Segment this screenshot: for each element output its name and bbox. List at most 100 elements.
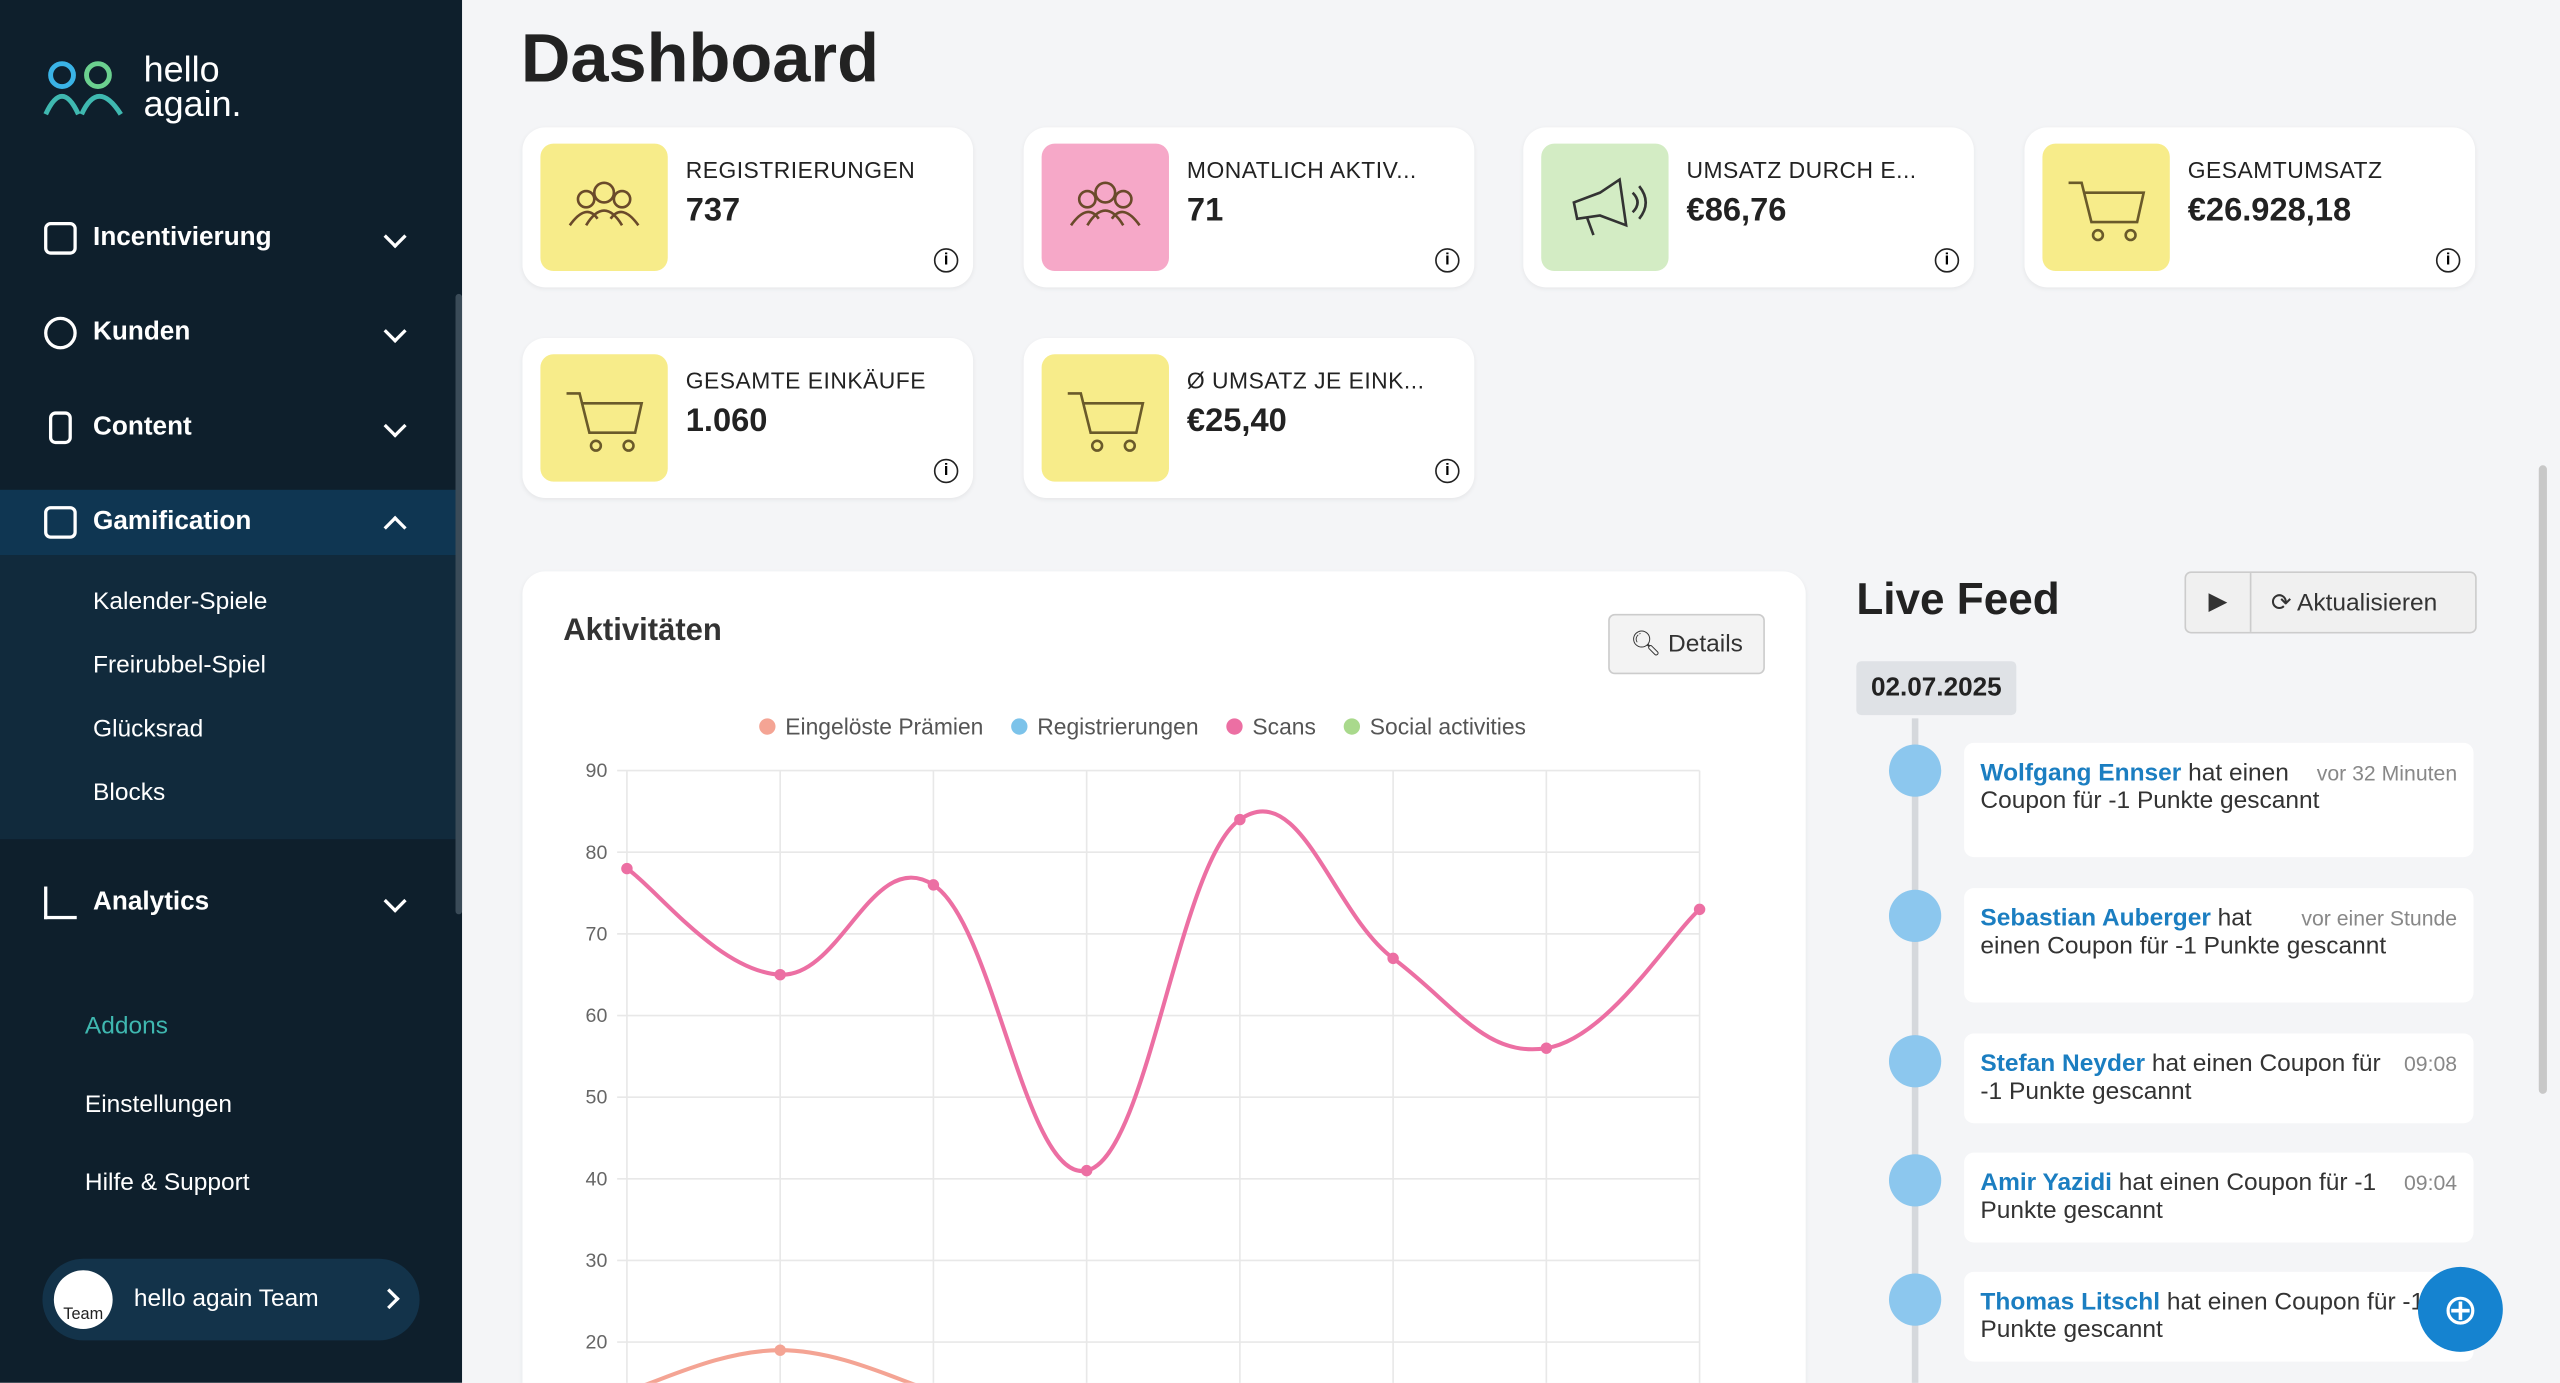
kpi-icon: [1041, 354, 1169, 482]
y-tick-label: 70: [586, 923, 608, 945]
feed-dot: [1888, 1154, 1942, 1207]
feed-text: hat einen Coupon für -1 Punkte gescannt: [1980, 759, 2320, 815]
legend-label: Scans: [1252, 714, 1316, 740]
legend-label: Eingelöste Prämien: [785, 714, 983, 740]
user-name: hello again Team: [133, 1284, 319, 1313]
settings-link[interactable]: Einstellungen: [84, 1090, 232, 1119]
feed-time: vor einer Stunde: [2301, 906, 2458, 931]
data-point: [1693, 903, 1706, 916]
legend-dot: [1343, 718, 1361, 735]
kpi-value: €26.928,18: [2187, 192, 2352, 229]
kpi-label: REGISTRIERUNGEN: [685, 156, 916, 183]
feed-dot: [1888, 744, 1942, 797]
feed-dot: [1888, 1035, 1942, 1088]
y-tick-label: 40: [586, 1168, 608, 1190]
submenu-item[interactable]: Blocks: [93, 778, 166, 807]
feed-dot: [1888, 889, 1942, 943]
help-link[interactable]: Hilfe & Support: [84, 1168, 250, 1197]
feed-name[interactable]: Amir Yazidi: [1980, 1168, 2112, 1197]
feed-text: hat einen Coupon für -1 Punkte gescannt: [1980, 1049, 2381, 1106]
feed-name[interactable]: Stefan Neyder: [1980, 1049, 2146, 1078]
nav-item[interactable]: Content: [0, 395, 456, 460]
kpi-value: 737: [685, 192, 741, 229]
feed-name[interactable]: Sebastian Auberger: [1980, 904, 2211, 933]
page-title: Dashboard: [520, 19, 879, 97]
addons-link[interactable]: Addons: [84, 1012, 168, 1040]
y-tick-label: 30: [586, 1250, 608, 1272]
kpi-value: €25,40: [1186, 403, 1287, 440]
data-point: [1080, 1164, 1093, 1177]
info-icon[interactable]: i: [2435, 248, 2461, 273]
feed-title: Live Feed: [1856, 574, 2060, 624]
feed-time: 09:04: [2404, 1170, 2458, 1196]
info-icon[interactable]: i: [1934, 248, 1960, 273]
legend-label: Registrierungen: [1037, 714, 1198, 740]
sidebar: hello again. Incentivierung Kunden Conten…: [0, 0, 463, 1383]
feed-text: hat einen Coupon für -1 Punkte gescannt: [1980, 904, 2387, 960]
feed-item: 09:08 Stefan Neyder hat einen Coupon für …: [1964, 1033, 2474, 1124]
data-point: [774, 968, 786, 981]
help-fab[interactable]: ⊕: [2417, 1266, 2503, 1352]
kpi-label: UMSATZ DURCH E...: [1686, 156, 1917, 183]
series-line: [625, 809, 1701, 1173]
kpi-value: 71: [1186, 192, 1224, 229]
data-point: [927, 879, 940, 891]
submenu-item[interactable]: Glücksrad: [93, 715, 204, 743]
kpi-value: 1.060: [685, 403, 768, 440]
y-tick-label: 60: [586, 1005, 608, 1027]
kpi-icon: [2042, 143, 2170, 272]
data-point: [774, 1344, 786, 1356]
kpi-icon: [1041, 143, 1169, 272]
feed-time: vor 32 Minuten: [2316, 760, 2458, 786]
feed-time: 09:08: [2404, 1051, 2458, 1076]
details-label: Details: [1668, 630, 1743, 658]
y-tick-label: 90: [586, 760, 608, 782]
avatar: Team: [53, 1270, 113, 1329]
chart-title: Aktivitäten: [563, 613, 722, 649]
submenu-item[interactable]: Kalender-Spiele: [93, 587, 268, 616]
legend-dot: [1011, 718, 1028, 735]
info-icon[interactable]: i: [933, 458, 959, 484]
submenu: [0, 555, 456, 840]
nav-item[interactable]: Kunden: [0, 300, 456, 365]
logo-text: hello again.: [143, 48, 242, 121]
chart-card: Aktivitäten 🔍︎ Details 20 30 40 50 60 70 80 90 E…: [522, 571, 1806, 1383]
kpi-card: UMSATZ DURCH E... €86,76 i: [1523, 127, 1974, 288]
kpi-card: GESAMTE EINKÄUFE 1.060 i: [522, 337, 974, 498]
feed-item: vor 32 Minuten Wolfgang Ennser hat einen …: [1964, 742, 2474, 858]
kpi-card: Ø UMSATZ JE EINK... €25,40 i: [1023, 337, 1475, 498]
feed-item: 09:04 Amir Yazidi hat einen Coupon für -1…: [1964, 1152, 2474, 1243]
submenu-item[interactable]: Freirubbel-Spiel: [93, 651, 266, 680]
nav-label: Kunden: [93, 318, 191, 347]
feed-controls: ▶ ⟳ Aktualisieren: [2184, 571, 2477, 634]
info-icon[interactable]: i: [933, 248, 959, 273]
feed-name[interactable]: Wolfgang Ennser: [1980, 759, 2182, 787]
info-icon[interactable]: i: [1435, 248, 1460, 273]
feed-dot: [1888, 1273, 1942, 1326]
logo-line: hello: [143, 48, 220, 90]
legend-dot: [759, 718, 776, 735]
legend-label: Social activities: [1370, 714, 1526, 740]
nav-label: Content: [93, 413, 192, 441]
user-button[interactable]: Team hello again Team: [42, 1258, 420, 1341]
info-icon[interactable]: i: [1435, 458, 1460, 484]
refresh-button[interactable]: ⟳ Aktualisieren: [2271, 589, 2438, 618]
nav-label: Gamification: [93, 507, 252, 536]
nav-item[interactable]: Gamification: [0, 489, 456, 556]
legend-dot: [1226, 718, 1243, 735]
kpi-card: GESAMTUMSATZ €26.928,18 i: [2024, 127, 2476, 288]
y-tick-label: 80: [586, 842, 608, 864]
kpi-label: MONATLICH AKTIV...: [1186, 156, 1417, 183]
nav-item[interactable]: Analytics: [0, 870, 456, 935]
nav-item[interactable]: Incentivierung: [0, 206, 456, 271]
kpi-label: GESAMTE EINKÄUFE: [685, 367, 926, 394]
details-button[interactable]: 🔍︎ Details: [1608, 613, 1765, 675]
play-button[interactable]: ▶: [2186, 573, 2252, 632]
feed-text: hat einen Coupon für -1 Punkte gescannt: [1980, 1288, 2425, 1344]
nav-label: Incentivierung: [93, 223, 272, 252]
kpi-card: MONATLICH AKTIV... 71 i: [1023, 127, 1475, 288]
kpi-icon: [1541, 143, 1669, 272]
logo-icon: [43, 61, 123, 116]
refresh-label: Aktualisieren: [2297, 589, 2438, 618]
feed-name[interactable]: Thomas Litschl: [1980, 1288, 2161, 1316]
